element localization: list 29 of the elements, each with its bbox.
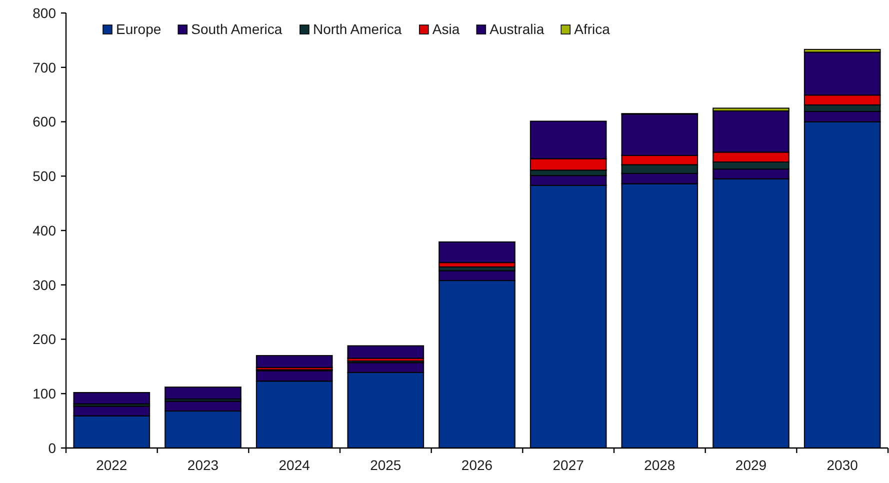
bar <box>256 355 333 368</box>
x-tick-label: 2027 <box>552 457 584 473</box>
bar <box>164 386 242 400</box>
x-tick-label: 2026 <box>461 457 493 473</box>
y-tick-label: 800 <box>32 4 56 21</box>
x-tick-label: 2022 <box>96 457 128 473</box>
y-tick-label: 400 <box>32 222 56 238</box>
y-tick-label: 300 <box>32 276 56 293</box>
y-tick-label: 200 <box>32 331 56 348</box>
x-tick-label: 2028 <box>644 457 676 473</box>
y-tick-label: 0 <box>48 440 56 456</box>
legend-label: Australia <box>490 21 544 37</box>
legend-label: South America <box>191 21 282 37</box>
legend-label: Europe <box>116 21 162 37</box>
y-tick-label: 700 <box>32 59 56 76</box>
y-tick-label: 600 <box>32 114 56 130</box>
bar <box>73 392 150 404</box>
bar <box>347 345 424 359</box>
y-tick-label: 500 <box>32 168 56 184</box>
y-tick-label: 100 <box>32 386 56 402</box>
legend-label: Asia <box>432 21 460 37</box>
legend-label: North America <box>312 21 402 37</box>
x-tick-label: 2023 <box>187 457 219 473</box>
x-tick-label: 2024 <box>278 457 310 473</box>
x-tick-label: 2030 <box>826 457 858 473</box>
x-tick-label: 2025 <box>370 457 402 473</box>
x-tick-label: 2029 <box>735 457 767 473</box>
bar <box>438 241 516 264</box>
legend-label: Africa <box>574 21 610 37</box>
